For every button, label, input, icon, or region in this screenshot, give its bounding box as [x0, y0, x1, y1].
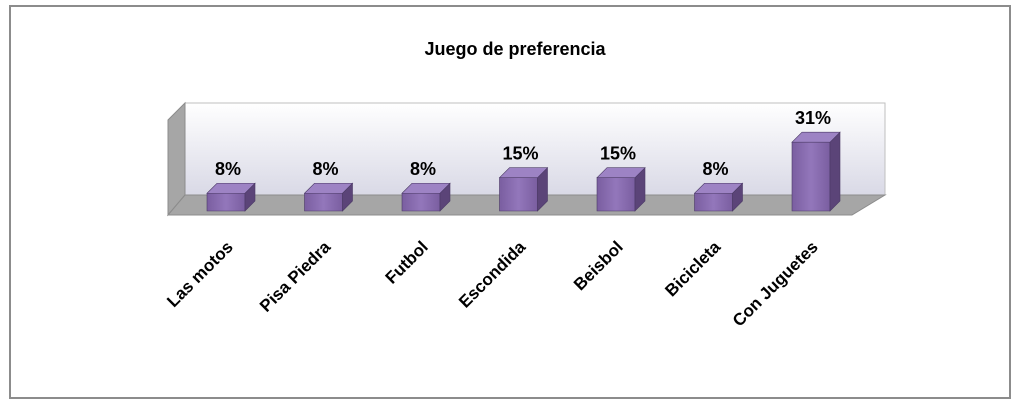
bar-top [791, 131, 841, 143]
bar-side [829, 131, 841, 212]
bar-front [596, 177, 636, 212]
data-label: 15% [600, 144, 636, 164]
bar-front [304, 192, 343, 212]
bar-front [401, 192, 441, 212]
bar-top [596, 167, 646, 178]
bar-front [694, 192, 733, 212]
bar [596, 166, 646, 212]
bar-front [791, 141, 831, 212]
bar-top [206, 182, 256, 194]
bar [303, 182, 354, 212]
data-label: 31% [795, 108, 831, 128]
bar-top [303, 182, 354, 194]
data-label: 8% [215, 159, 241, 179]
bar [791, 131, 841, 212]
bar-top [693, 182, 744, 194]
bar-front [206, 192, 246, 212]
data-label: 15% [502, 144, 538, 164]
bar-top [401, 182, 451, 194]
data-label: 8% [312, 159, 338, 179]
data-label: 8% [410, 159, 436, 179]
chart-title: Juego de preferencia [424, 39, 606, 59]
bar [206, 182, 256, 212]
bar [401, 182, 451, 212]
data-label: 8% [702, 159, 728, 179]
bar-front [499, 177, 538, 212]
bar-top [498, 167, 549, 178]
bar [693, 182, 744, 212]
bar [498, 166, 549, 212]
